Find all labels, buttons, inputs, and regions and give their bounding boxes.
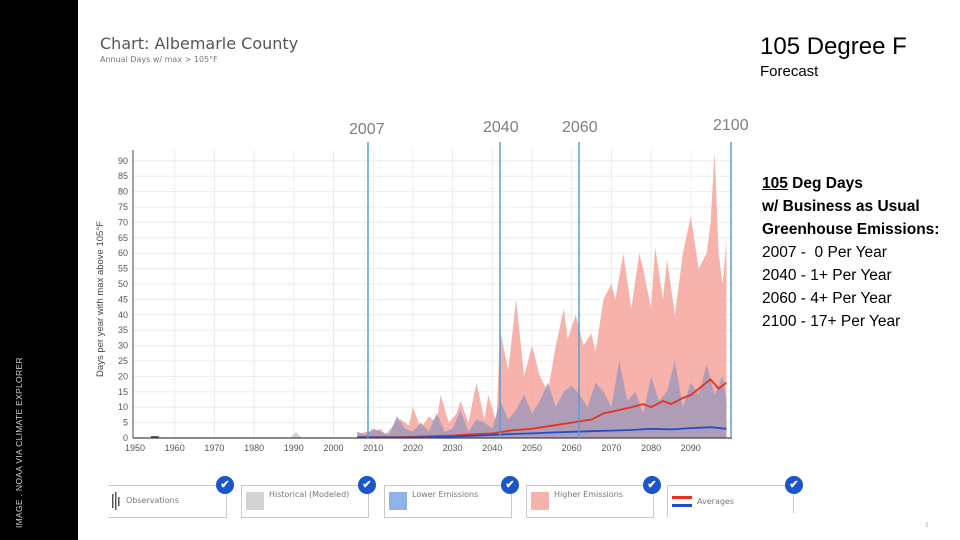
marker-label-2100: 2100 (713, 117, 749, 134)
legend-label: Averages (697, 497, 735, 506)
summary-panel: 105 Deg Days w/ Business as Usual Greenh… (762, 172, 939, 333)
summary-row: 2060 - 4+ Per Year (762, 290, 892, 307)
legend-higher-emissions[interactable]: Higher Emissions (526, 485, 654, 518)
summary-line-1: 105 Deg Days (762, 172, 939, 195)
x-tick-label: 2000 (323, 443, 343, 453)
checkmark-icon[interactable]: ✔ (501, 476, 519, 494)
x-tick-label: 1960 (165, 443, 185, 453)
legend-label: Lower Emissions (412, 490, 479, 499)
checkmark-icon[interactable]: ✔ (358, 476, 376, 494)
higher-emissions-swatch-icon (531, 492, 549, 510)
y-tick-label: 60 (118, 248, 128, 258)
observations-icon (112, 492, 120, 510)
summary-row: 2040 - 1+ Per Year (762, 267, 892, 284)
y-tick-label: 80 (118, 187, 128, 197)
summary-line-1-rest: Deg Days (787, 175, 863, 192)
legend-label: Higher Emissions (554, 490, 623, 499)
higher-emissions-average-line (357, 378, 728, 438)
y-tick-label: 75 (118, 202, 128, 212)
y-tick-label: 0 (123, 433, 128, 443)
checkmark-icon[interactable]: ✔ (785, 476, 803, 494)
x-tick-label: 2010 (363, 443, 383, 453)
historical-swatch-icon (246, 492, 264, 510)
chart-subtitle: Annual Days w/ max > 105°F (100, 55, 218, 64)
slide-title: 105 Degree F (760, 33, 907, 60)
side-bar (0, 0, 78, 540)
page-number: 1 (925, 522, 929, 529)
lower-emissions-average-line (357, 426, 727, 439)
y-tick-label: 70 (118, 217, 128, 227)
x-tick-label: 1950 (125, 443, 145, 453)
x-tick-label: 2050 (522, 443, 542, 453)
averages-icon (672, 496, 692, 507)
legend-label: Observations (126, 496, 179, 505)
x-tick-label: 2020 (403, 443, 423, 453)
legend-divider (793, 485, 794, 513)
y-tick-label: 55 (118, 264, 128, 274)
summary-row: 2007 - 0 Per Year (762, 244, 887, 261)
summary-line-3: Greenhouse Emissions: (762, 221, 940, 238)
x-tick-label: 1980 (244, 443, 264, 453)
lower-emissions-swatch-icon (389, 492, 407, 510)
y-tick-label: 5 (123, 418, 128, 428)
y-tick-label: 65 (118, 233, 128, 243)
marker-label-2040: 2040 (483, 119, 519, 136)
checkmark-icon[interactable]: ✔ (643, 476, 661, 494)
legend-averages[interactable]: Averages (667, 485, 794, 517)
y-axis-label: Days per year with max above 105°F (95, 221, 106, 377)
summary-threshold: 105 (762, 175, 788, 192)
x-tick-label: 2040 (482, 443, 502, 453)
y-tick-label: 40 (118, 310, 128, 320)
summary-row: 2100 - 17+ Per Year (762, 313, 901, 330)
y-tick-label: 50 (118, 279, 128, 289)
legend-lower-emissions[interactable]: Lower Emissions (384, 485, 512, 518)
y-tick-label: 10 (118, 402, 128, 412)
x-tick-label: 2070 (601, 443, 621, 453)
legend-observations[interactable]: Observations (108, 485, 227, 518)
slide-subtitle: Forecast (760, 63, 819, 80)
x-tick-label: 2060 (562, 443, 582, 453)
legend-label: Historical (Modeled) (269, 490, 350, 499)
x-tick-label: 2090 (681, 443, 701, 453)
y-tick-label: 20 (118, 371, 128, 381)
x-tick-label: 2030 (443, 443, 463, 453)
historical-area (289, 431, 302, 438)
summary-line-2: w/ Business as Usual (762, 198, 920, 215)
legend-historical[interactable]: Historical (Modeled) (241, 485, 369, 518)
y-tick-label: 30 (118, 341, 128, 351)
y-tick-label: 25 (118, 356, 128, 366)
y-tick-label: 90 (118, 156, 128, 166)
higher-emissions-area (357, 151, 727, 438)
y-tick-label: 15 (118, 387, 128, 397)
x-tick-label: 1990 (284, 443, 304, 453)
y-tick-label: 45 (118, 294, 128, 304)
marker-label-2060: 2060 (562, 119, 598, 136)
checkmark-icon[interactable]: ✔ (216, 476, 234, 494)
marker-label-2007: 2007 (349, 121, 385, 138)
overlap-area (357, 361, 727, 438)
y-tick-label: 85 (118, 171, 128, 181)
chart-title: Chart: Albemarle County (100, 34, 299, 53)
x-tick-label: 1970 (204, 443, 224, 453)
x-tick-label: 2080 (641, 443, 661, 453)
y-tick-label: 35 (118, 325, 128, 335)
